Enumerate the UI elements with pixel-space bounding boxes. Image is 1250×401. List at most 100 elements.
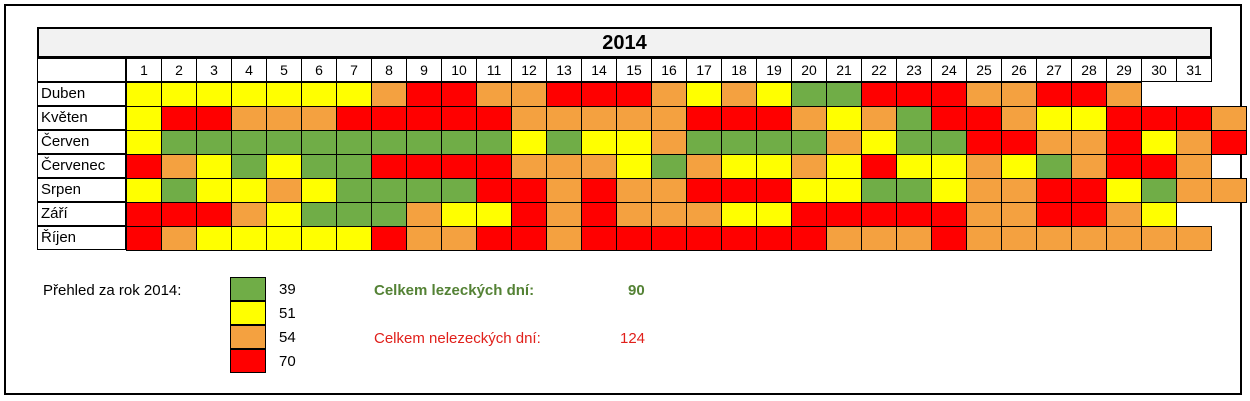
day-cell	[231, 130, 267, 155]
day-cell	[931, 178, 967, 203]
day-cell	[476, 202, 512, 227]
legend-label: Přehled za rok 2014:	[43, 282, 182, 299]
day-cell	[511, 154, 547, 179]
day-cell	[476, 130, 512, 155]
day-header-31: 31	[1176, 58, 1212, 82]
day-cell	[441, 178, 477, 203]
day-cell	[651, 202, 687, 227]
day-header-23: 23	[896, 58, 932, 82]
day-cell	[196, 178, 232, 203]
day-cell	[721, 202, 757, 227]
day-cell	[686, 154, 722, 179]
day-cell	[756, 154, 792, 179]
day-cell	[651, 178, 687, 203]
day-cell	[791, 226, 827, 251]
day-cell	[546, 154, 582, 179]
day-cell	[1036, 154, 1072, 179]
day-cell	[266, 82, 302, 107]
day-cell	[126, 178, 162, 203]
day-cell	[861, 154, 897, 179]
day-cell	[896, 202, 932, 227]
day-cell	[651, 82, 687, 107]
day-cell	[1176, 226, 1212, 251]
day-cell	[1036, 226, 1072, 251]
day-cell	[406, 226, 442, 251]
day-header-6: 6	[301, 58, 337, 82]
day-cell	[616, 154, 652, 179]
day-cell	[1176, 130, 1212, 155]
day-cell	[1106, 178, 1142, 203]
day-cell	[581, 202, 617, 227]
non-climbing-days-value: 124	[620, 330, 646, 347]
day-header-1: 1	[126, 58, 162, 82]
month-label: Říjen	[37, 226, 126, 250]
day-cell	[266, 130, 302, 155]
day-cell	[826, 178, 862, 203]
day-cell	[896, 226, 932, 251]
day-cell	[616, 202, 652, 227]
day-cell	[266, 178, 302, 203]
day-cell	[686, 202, 722, 227]
day-cell	[721, 178, 757, 203]
day-cell	[301, 106, 337, 131]
day-cell	[1141, 106, 1177, 131]
month-label: Červenec	[37, 154, 126, 178]
legend-swatch	[230, 325, 266, 349]
day-cell	[896, 82, 932, 107]
day-cell	[581, 106, 617, 131]
day-cell	[651, 106, 687, 131]
day-cell	[336, 226, 372, 251]
day-cell	[546, 82, 582, 107]
header-corner	[37, 58, 126, 82]
day-cell	[826, 130, 862, 155]
day-cell	[161, 226, 197, 251]
day-cell	[441, 154, 477, 179]
day-header-19: 19	[756, 58, 792, 82]
day-cell	[231, 226, 267, 251]
day-cell	[231, 154, 267, 179]
day-cell	[511, 226, 547, 251]
day-cell	[161, 154, 197, 179]
day-cell	[861, 226, 897, 251]
day-cell	[126, 106, 162, 131]
day-cell	[1071, 154, 1107, 179]
day-cell	[441, 106, 477, 131]
climbing-days-label: Celkem lezeckých dní:	[374, 282, 535, 299]
day-cell	[791, 154, 827, 179]
day-cell	[651, 130, 687, 155]
day-cell	[1071, 82, 1107, 107]
day-cell	[301, 178, 337, 203]
day-cell	[721, 106, 757, 131]
day-cell	[476, 106, 512, 131]
day-cell	[861, 82, 897, 107]
day-cell	[896, 178, 932, 203]
day-header-2: 2	[161, 58, 197, 82]
day-cell	[651, 226, 687, 251]
day-cell	[1001, 154, 1037, 179]
day-cell	[546, 202, 582, 227]
month-label: Duben	[37, 82, 126, 106]
day-cell	[161, 82, 197, 107]
day-cell	[896, 154, 932, 179]
day-cell	[161, 130, 197, 155]
day-cell	[1211, 130, 1247, 155]
day-header-9: 9	[406, 58, 442, 82]
day-cell	[1036, 202, 1072, 227]
day-cell	[161, 202, 197, 227]
day-header-16: 16	[651, 58, 687, 82]
day-cell	[1106, 226, 1142, 251]
day-cell	[1036, 178, 1072, 203]
day-cell	[686, 226, 722, 251]
day-cell	[966, 226, 1002, 251]
day-cell	[301, 226, 337, 251]
day-cell	[861, 202, 897, 227]
day-cell	[301, 202, 337, 227]
day-cell	[581, 82, 617, 107]
day-cell	[616, 130, 652, 155]
day-cell	[511, 130, 547, 155]
day-cell	[686, 106, 722, 131]
day-header-24: 24	[931, 58, 967, 82]
day-cell	[336, 154, 372, 179]
day-cell	[1071, 178, 1107, 203]
day-cell	[1141, 226, 1177, 251]
